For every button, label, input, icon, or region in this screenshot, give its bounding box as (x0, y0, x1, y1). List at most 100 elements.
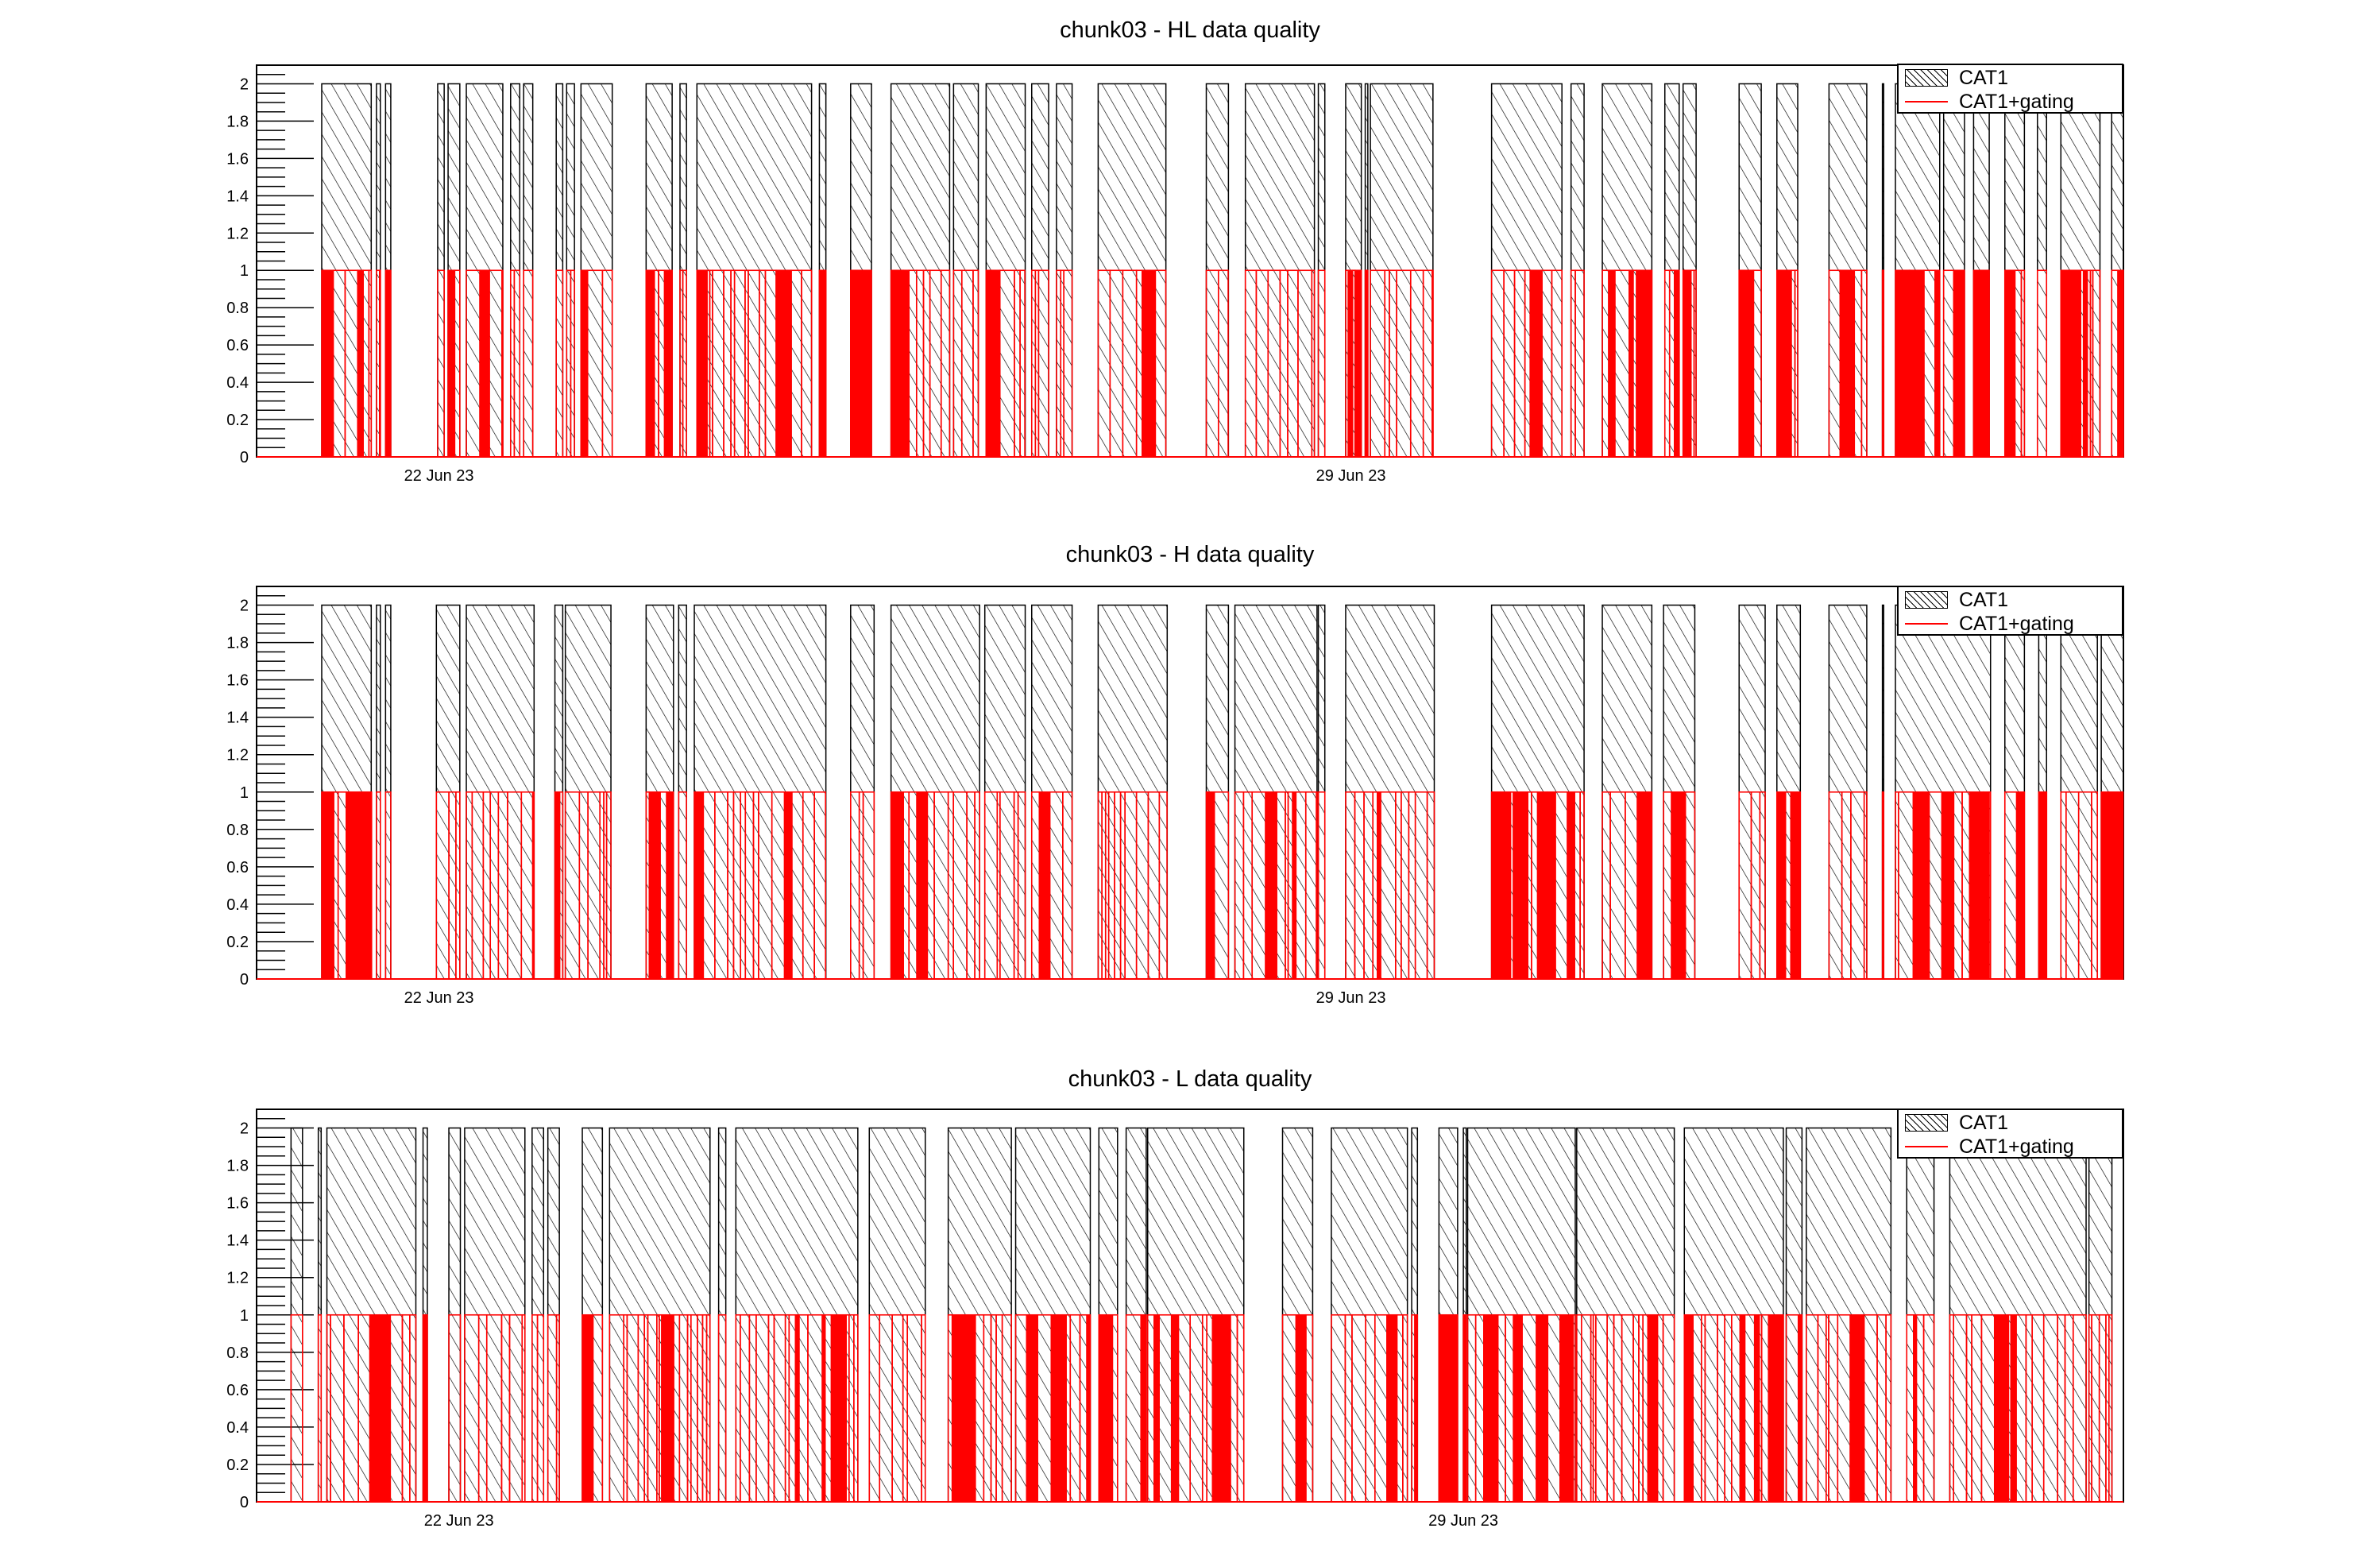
gating-bar (1969, 791, 1984, 980)
y-tick-label: 1.4 (226, 1232, 249, 1250)
gating-bar (1650, 269, 1653, 458)
gating-bar (321, 791, 334, 980)
gating-bar (479, 269, 490, 458)
gating-bar (1414, 1314, 1419, 1503)
y-tick-label: 1.8 (226, 635, 249, 652)
gating-bar (1671, 791, 1686, 980)
gating-bar (663, 269, 673, 458)
x-tick-label: 22 Jun 23 (404, 989, 474, 1007)
gating-bar (1738, 269, 1755, 458)
gating-bar (1775, 791, 1787, 980)
gating-bar (2108, 791, 2124, 980)
y-tick-label: 0.4 (226, 1419, 249, 1437)
plot-l: 0 0.2 0.4 0.6 0.8 1 1.2 1.4 1.6 1.8 2 22 Jun 23 29 J… (226, 1109, 2124, 1530)
y-tick-label: 0 (240, 449, 249, 466)
chart-title: chunk03 - L data quality (1068, 1066, 1312, 1092)
gating-bar (580, 269, 589, 458)
gating-bar (1364, 269, 1369, 458)
y-tick-label: 0.6 (226, 1382, 249, 1399)
gating-bar (1934, 269, 1941, 458)
gating-bar (1386, 1314, 1398, 1503)
gating-bar (1559, 1314, 1574, 1503)
gating-bar (890, 269, 904, 458)
gating-bar (1912, 791, 1924, 980)
gating-bar (775, 269, 792, 458)
y-tick-label: 1 (240, 1307, 249, 1325)
gating-bar (1739, 1314, 1746, 1503)
x-tick-label: 22 Jun 23 (424, 1512, 494, 1530)
legend: CAT1 CAT1+gating (1897, 64, 2123, 114)
gating-bar (1546, 791, 1556, 980)
gating-bar (1220, 1314, 1231, 1503)
y-tick-label: 1.4 (226, 188, 249, 205)
gating-bar (696, 269, 708, 458)
y-tick-label: 1.6 (226, 672, 249, 690)
hatched-box-icon (1905, 591, 1948, 609)
gating-bar (1895, 269, 1911, 458)
gating-bar (501, 269, 504, 458)
gating-bar (830, 1314, 847, 1503)
legend-label-cat1: CAT1 (1959, 588, 2009, 611)
gating-bar (783, 791, 793, 980)
gating-bar (861, 269, 872, 458)
y-tick-label: 2 (240, 1120, 249, 1138)
gating-bar (1500, 791, 1512, 980)
legend-label-gating: CAT1+gating (1959, 1135, 2074, 1158)
gating-bar (1142, 269, 1157, 458)
y-tick-label: 0.2 (226, 412, 249, 429)
y-tick-label: 1.8 (226, 113, 249, 130)
gating-bar (916, 791, 929, 980)
gating-bar (1050, 1314, 1064, 1503)
gating-bar (1647, 1314, 1659, 1503)
plot-h: 0 0.2 0.4 0.6 0.8 1 1.2 1.4 1.6 1.8 2 22 Jun 23 29 J… (226, 586, 2124, 1007)
gating-bar (1972, 269, 1989, 458)
gating-bar (902, 269, 910, 458)
gating-bar (1483, 1314, 1499, 1503)
gating-bar (648, 791, 661, 980)
gating-bar (384, 269, 392, 458)
gating-bar (1753, 1314, 1760, 1503)
gating-bar (645, 269, 655, 458)
gating-bar (1347, 269, 1354, 458)
gating-bar (1608, 269, 1616, 458)
gating-bar (1265, 791, 1277, 980)
gating-bar (1438, 1314, 1451, 1503)
gating-bar (661, 1314, 674, 1503)
panel-l: chunk03 - L data quality 0 0.2 0.4 0.6 0.8 1 1… (0, 1044, 2380, 1567)
gating-bar (1490, 791, 1501, 980)
gating-bar (554, 791, 561, 980)
y-tick-label: 0.8 (226, 822, 249, 839)
gating-bar (1098, 1314, 1114, 1503)
gating-bar (1140, 1314, 1147, 1503)
gating-bar (1316, 791, 1318, 980)
gating-bar (1941, 791, 1955, 980)
y-tick-label: 1.2 (226, 747, 249, 764)
gating-bar (1026, 1314, 1038, 1503)
y-tick-label: 1 (240, 784, 249, 802)
red-line-icon (1905, 1146, 1948, 1147)
gating-bar (2060, 269, 2070, 458)
gating-bar (1536, 1314, 1549, 1503)
hatched-box-icon (1905, 1114, 1948, 1132)
legend-label-cat1: CAT1 (1959, 66, 2009, 89)
gating-bar (1636, 791, 1650, 980)
gating-bar (581, 1314, 594, 1503)
gating-bar (666, 791, 674, 980)
y-tick-label: 1.8 (226, 1158, 249, 1175)
gating-bar (890, 791, 904, 980)
gating-bar (1683, 1314, 1694, 1503)
gating-bar (951, 1314, 964, 1503)
legend-label-gating: CAT1+gating (1959, 612, 2074, 635)
y-tick-label: 0.2 (226, 1457, 249, 1474)
y-tick-label: 2 (240, 75, 249, 93)
gating-bar (1790, 791, 1802, 980)
gating-bar (694, 791, 705, 980)
gating-bar (1674, 269, 1680, 458)
panel-h: chunk03 - H data quality 0 0.2 0.4 0.6 0.8 1 1… (0, 521, 2380, 1044)
chart-title: chunk03 - H data quality (1065, 542, 1315, 567)
gating-bar (1449, 1314, 1459, 1503)
chart-title: chunk03 - HL data quality (1060, 17, 1320, 43)
y-tick-label: 2 (240, 598, 249, 615)
gating-bar (1462, 1314, 1467, 1503)
gating-bar (850, 269, 864, 458)
